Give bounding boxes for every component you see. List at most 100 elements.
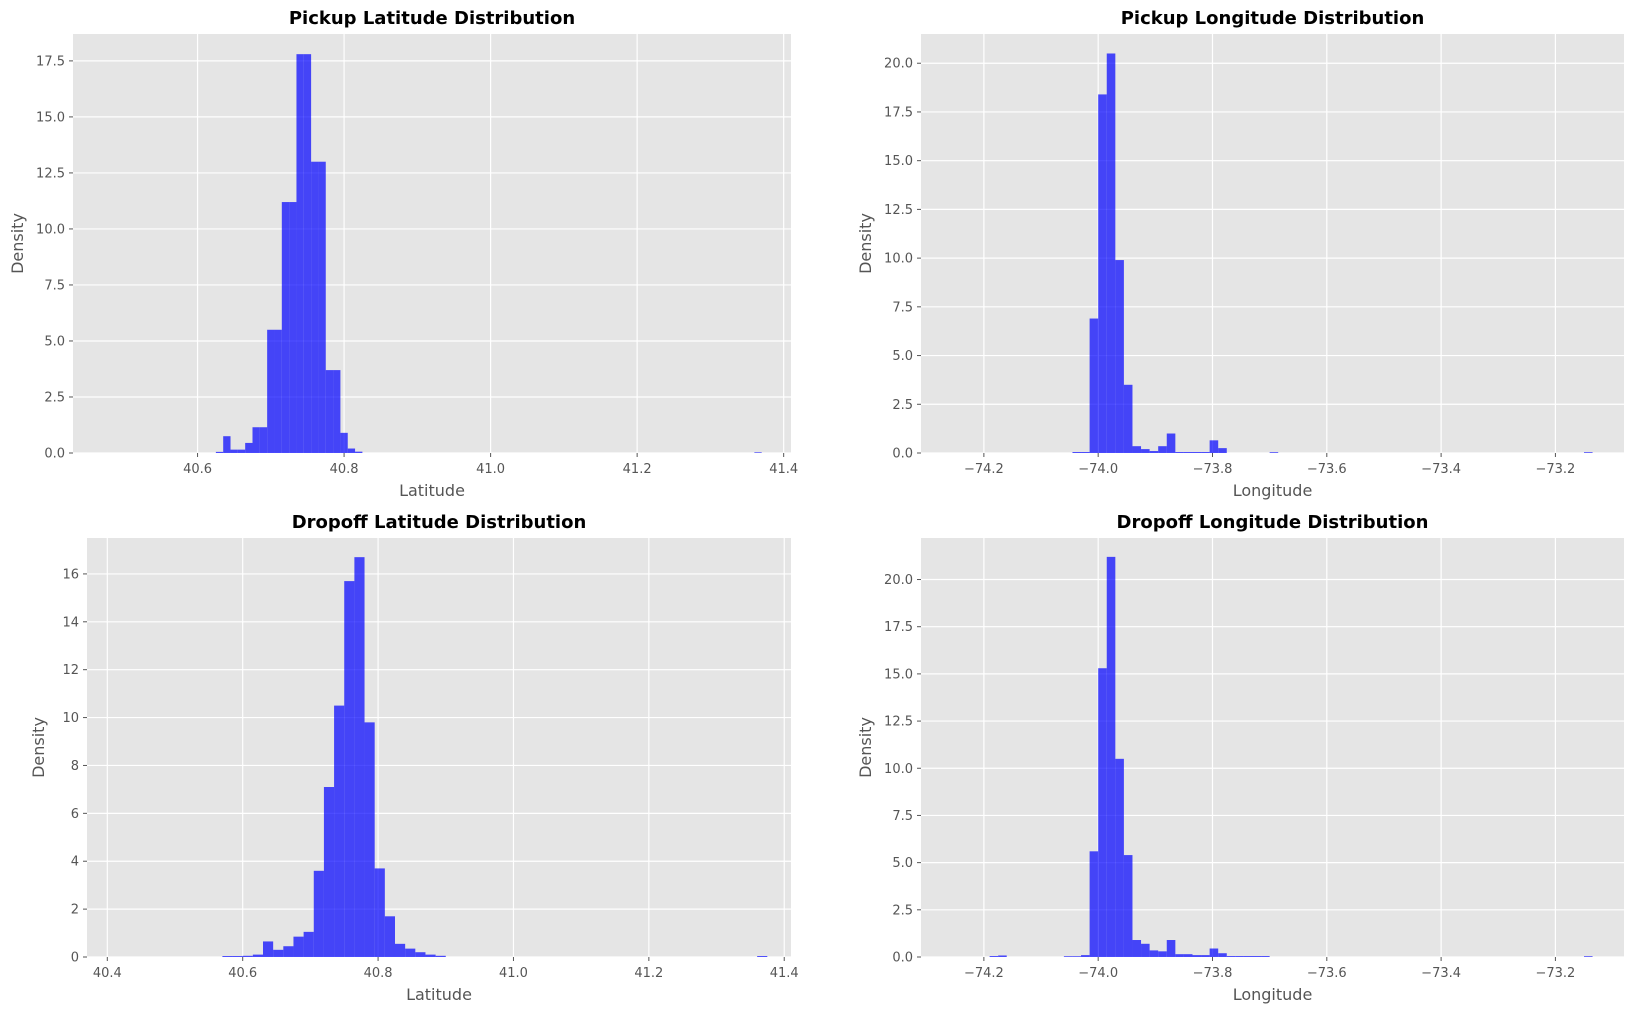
dropoff-latitude-xtick-label: 41.2 bbox=[634, 966, 663, 981]
pickup-latitude-bar bbox=[303, 54, 312, 454]
dropoff-latitude-xtick-label: 41.4 bbox=[770, 966, 799, 981]
pickup-longitude-bar bbox=[1269, 452, 1279, 453]
pickup-latitude-bar bbox=[237, 449, 246, 453]
pickup-latitude-xlabel: Latitude bbox=[399, 481, 465, 500]
dropoff-longitude-bar bbox=[998, 955, 1007, 957]
dropoff-longitude-bar bbox=[1201, 955, 1210, 957]
dropoff-longitude-bar bbox=[1089, 851, 1099, 957]
pickup-longitude-bar bbox=[1089, 318, 1099, 453]
pickup-longitude-xtick-label: −73.2 bbox=[1535, 462, 1575, 477]
dropoff-longitude-xtick-label: −73.4 bbox=[1421, 966, 1461, 981]
dropoff-longitude-ylabel: Density bbox=[856, 717, 875, 778]
dropoff-latitude-ylabel: Density bbox=[29, 717, 48, 778]
pickup-longitude-bar bbox=[1106, 53, 1116, 453]
dropoff-longitude-ytick-label: 2.5 bbox=[892, 903, 913, 918]
pickup-latitude-bar bbox=[223, 436, 231, 453]
dropoff-latitude-bar bbox=[323, 787, 335, 957]
pickup-latitude-bar bbox=[333, 370, 341, 453]
pickup-latitude-bar bbox=[215, 451, 224, 453]
pickup-longitude-bar bbox=[1149, 451, 1159, 453]
pickup-longitude-ytick-label: 7.5 bbox=[892, 300, 913, 315]
pickup-latitude-bar bbox=[259, 427, 268, 453]
pickup-longitude-ylabel: Density bbox=[856, 213, 875, 274]
dropoff-longitude-xtick-label: −73.8 bbox=[1193, 966, 1233, 981]
dropoff-latitude-ytick-label: 14 bbox=[62, 615, 79, 630]
pickup-latitude-ytick-label: 5.0 bbox=[44, 334, 65, 349]
pickup-longitude-plot-area bbox=[921, 34, 1624, 453]
pickup-longitude-ytick-label: 5.0 bbox=[892, 349, 913, 364]
pickup-latitude-xtick-label: 40.8 bbox=[330, 462, 359, 477]
dropoff-latitude-bar bbox=[252, 954, 263, 957]
dropoff-latitude-bar bbox=[415, 952, 426, 957]
dropoff-longitude-bar bbox=[1072, 956, 1082, 957]
dropoff-longitude-plot-area bbox=[921, 538, 1624, 957]
pickup-latitude-xtick-label: 41.4 bbox=[769, 462, 798, 477]
pickup-latitude-ytick-label: 7.5 bbox=[44, 278, 65, 293]
dropoff-longitude-ytick-label: 0.0 bbox=[892, 951, 913, 966]
dropoff-longitude-bar bbox=[1123, 855, 1133, 957]
dropoff-longitude-bar bbox=[1261, 956, 1270, 957]
dropoff-latitude-ytick-label: 12 bbox=[62, 663, 79, 678]
pickup-longitude-bar bbox=[1123, 384, 1133, 453]
pickup-latitude-bar bbox=[274, 329, 282, 453]
dropoff-longitude-xlabel: Longitude bbox=[1233, 985, 1313, 1004]
pickup-longitude-ytick-label: 0.0 bbox=[892, 447, 913, 462]
pickup-longitude-bar bbox=[1081, 452, 1090, 453]
pickup-longitude-bar bbox=[1115, 260, 1124, 453]
dropoff-longitude-ytick-label: 7.5 bbox=[892, 809, 913, 824]
dropoff-longitude-bar bbox=[1175, 954, 1184, 957]
dropoff-latitude-ytick-label: 8 bbox=[71, 759, 79, 774]
pickup-latitude-bar bbox=[340, 432, 348, 453]
pickup-longitude-bar bbox=[1209, 440, 1219, 453]
dropoff-longitude-bar bbox=[1158, 951, 1167, 957]
pickup-latitude-xtick-label: 40.6 bbox=[183, 462, 212, 477]
pickup-latitude-panel: 40.6 40.8 41.0 41.2 41.4 0.0 2.5 5.0 7.5 10.0 12.5… bbox=[8, 8, 798, 500]
dropoff-latitude-ytick-label: 2 bbox=[71, 903, 79, 918]
pickup-longitude-ytick-label: 15.0 bbox=[884, 154, 913, 169]
pickup-latitude-bar bbox=[754, 452, 762, 453]
dropoff-latitude-ytick-label: 0 bbox=[71, 951, 79, 966]
pickup-latitude-bar bbox=[296, 54, 304, 454]
pickup-latitude-bar bbox=[325, 370, 334, 453]
dropoff-longitude-bar bbox=[1209, 948, 1219, 957]
dropoff-latitude-bar bbox=[757, 956, 768, 957]
dropoff-longitude-xtick-label: −74.2 bbox=[964, 966, 1004, 981]
dropoff-longitude-title: Dropoff Longitude Distribution bbox=[1117, 512, 1429, 533]
dropoff-latitude-xlabel: Latitude bbox=[406, 985, 472, 1004]
pickup-latitude-title: Pickup Latitude Distribution bbox=[289, 8, 575, 29]
pickup-latitude-bar bbox=[267, 329, 275, 453]
dropoff-latitude-bar bbox=[313, 870, 324, 957]
dropoff-latitude-panel: 40.4 40.6 40.8 41.0 41.2 41.4 0 2 4 6 8 10 12 14 16 Dro… bbox=[29, 512, 799, 1004]
dropoff-longitude-bar bbox=[1192, 955, 1202, 957]
pickup-latitude-bar bbox=[355, 451, 363, 453]
dropoff-latitude-bar bbox=[242, 955, 253, 957]
dropoff-longitude-bar bbox=[1098, 668, 1107, 957]
pickup-latitude-bar bbox=[347, 448, 356, 453]
pickup-longitude-ytick-label: 17.5 bbox=[884, 105, 913, 120]
pickup-longitude-bar bbox=[1192, 452, 1202, 453]
dropoff-latitude-bar bbox=[374, 868, 385, 957]
pickup-longitude-xtick-label: −74.0 bbox=[1078, 462, 1118, 477]
dropoff-longitude-bar bbox=[1132, 940, 1142, 957]
dropoff-latitude-ytick-label: 6 bbox=[71, 807, 79, 822]
dropoff-longitude-bar bbox=[1252, 956, 1262, 957]
pickup-latitude-bar bbox=[311, 161, 319, 453]
dropoff-longitude-ytick-label: 15.0 bbox=[884, 667, 913, 682]
pickup-longitude-title: Pickup Longitude Distribution bbox=[1121, 8, 1425, 29]
dropoff-longitude-ytick-label: 20.0 bbox=[884, 573, 913, 588]
pickup-longitude-xtick-label: −73.6 bbox=[1307, 462, 1347, 477]
pickup-longitude-bar bbox=[1166, 433, 1176, 453]
dropoff-latitude-bar bbox=[222, 956, 233, 957]
pickup-longitude-ytick-label: 12.5 bbox=[884, 203, 913, 218]
pickup-longitude-xtick-label: −74.2 bbox=[964, 462, 1004, 477]
dropoff-latitude-xtick-label: 40.6 bbox=[228, 966, 257, 981]
pickup-latitude-ytick-label: 0.0 bbox=[44, 447, 65, 462]
pickup-latitude-ytick-label: 12.5 bbox=[36, 166, 65, 181]
dropoff-longitude-xtick-label: −73.2 bbox=[1535, 966, 1575, 981]
dropoff-latitude-bar bbox=[232, 956, 243, 957]
dropoff-latitude-bar bbox=[263, 941, 274, 957]
dropoff-longitude-bar bbox=[1063, 956, 1073, 957]
dropoff-longitude-ytick-label: 5.0 bbox=[892, 856, 913, 871]
pickup-latitude-ylabel: Density bbox=[8, 213, 27, 274]
